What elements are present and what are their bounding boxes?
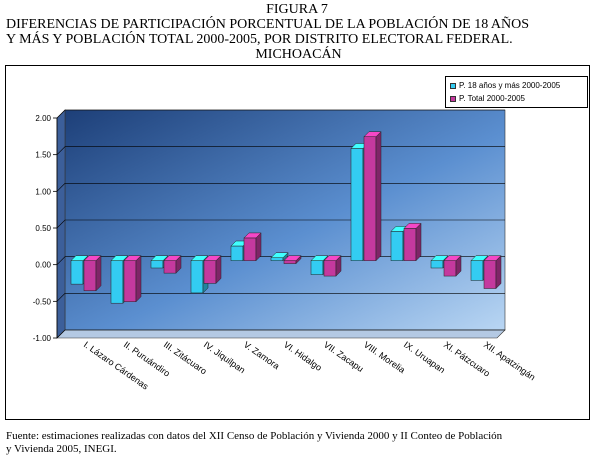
- bar-ptotal: [123, 260, 137, 302]
- bar-ptotal: [243, 237, 257, 261]
- bar-p18: [390, 231, 404, 261]
- gridline: [56, 109, 505, 119]
- bar-top: [443, 255, 462, 261]
- bar-side: [415, 222, 422, 262]
- source-line-2: y Vivienda 2005, INEGI.: [6, 443, 117, 455]
- bar-top: [70, 255, 89, 261]
- source-note: Fuente: estimaciones realizadas con dato…: [6, 430, 591, 456]
- title-line-1: DIFERENCIAS DE PARTICIPACIÓN PORCENTUAL …: [6, 17, 530, 32]
- bar-top: [83, 255, 102, 261]
- bar-ptotal: [283, 260, 297, 264]
- x-category-label: XII. Apatzingán: [482, 339, 537, 382]
- legend-item-total: P. Total 2000-2005: [450, 93, 525, 105]
- bar-ptotal: [203, 260, 217, 284]
- bar-ptotal: [483, 260, 497, 289]
- bar-top: [190, 255, 209, 261]
- x-category-label: IV. Jiquilpan: [202, 339, 247, 375]
- gridline: [56, 293, 505, 302]
- bar-top: [150, 255, 169, 261]
- bar-top: [323, 255, 342, 261]
- y-tick-label: 0.00: [35, 261, 51, 270]
- y-tick-label: 1.00: [35, 187, 51, 196]
- source-line-1: Fuente: estimaciones realizadas con dato…: [6, 430, 503, 442]
- y-tick-label: 0.50: [35, 224, 51, 233]
- x-category-label: VII. Zacapu: [322, 339, 365, 374]
- figure-number: FIGURA 7: [266, 2, 328, 17]
- y-tick-label: -1.00: [33, 334, 52, 343]
- bar-top: [110, 255, 129, 261]
- y-tick-label: 2.00: [35, 114, 51, 123]
- bar-top: [283, 255, 302, 261]
- bar-ptotal: [163, 260, 177, 274]
- legend-item-18-anos: P. 18 años y más 2000-2005: [450, 80, 560, 92]
- legend-swatch-18-anos: [450, 82, 456, 89]
- bar-p18: [270, 257, 284, 261]
- plot-floor: [56, 329, 506, 339]
- bar-ptotal: [403, 228, 417, 261]
- bar-p18: [150, 260, 164, 269]
- bar-p18: [190, 260, 204, 294]
- bar-side: [95, 255, 102, 292]
- bar-top: [403, 223, 422, 229]
- bar-p18: [310, 260, 324, 275]
- bar-ptotal: [363, 136, 377, 261]
- bar-p18: [230, 245, 244, 261]
- bar-top: [483, 255, 502, 261]
- bar-p18: [350, 148, 364, 261]
- figure-title: DIFERENCIAS DE PARTICIPACIÓN PORCENTUAL …: [6, 17, 591, 62]
- y-tick-label: -0.50: [33, 297, 52, 306]
- bar-p18: [110, 260, 124, 304]
- x-category-label: VI. Hidalgo: [282, 339, 324, 372]
- y-tick-label: 1.50: [35, 151, 51, 160]
- title-line-3: MICHOACÁN: [255, 47, 342, 62]
- bar-ptotal: [83, 260, 97, 291]
- gridline: [56, 329, 505, 339]
- title-line-2: Y MÁS Y POBLACIÓN TOTAL 2000-2005, POR D…: [6, 32, 513, 47]
- legend-swatch-total: [450, 95, 456, 102]
- x-category-label: V. Zamora: [242, 339, 281, 371]
- bar-p18: [430, 260, 444, 269]
- bar-side: [495, 255, 502, 290]
- bar-top: [270, 252, 289, 258]
- legend-label-18-anos: P. 18 años y más 2000-2005: [459, 81, 561, 90]
- bar-top: [123, 255, 142, 261]
- bar-top: [310, 255, 329, 261]
- bar-top: [363, 131, 382, 137]
- bar-top: [243, 232, 262, 239]
- bar-top: [203, 255, 222, 261]
- x-category-label: VIII. Morelia: [362, 339, 407, 375]
- bar-p18: [470, 260, 484, 281]
- bar-p18: [70, 260, 84, 285]
- bar-top: [430, 255, 449, 261]
- bar-top: [470, 255, 489, 261]
- chart-legend: P. 18 años y más 2000-2005 P. Total 2000…: [445, 76, 588, 108]
- bar-side: [135, 255, 142, 303]
- legend-label-total: P. Total 2000-2005: [459, 94, 525, 103]
- bar-top: [163, 255, 182, 261]
- bar-ptotal: [443, 260, 457, 277]
- bar-side: [375, 131, 382, 262]
- bar-ptotal: [323, 260, 337, 277]
- x-category-label: IX. Uruapan: [402, 339, 447, 375]
